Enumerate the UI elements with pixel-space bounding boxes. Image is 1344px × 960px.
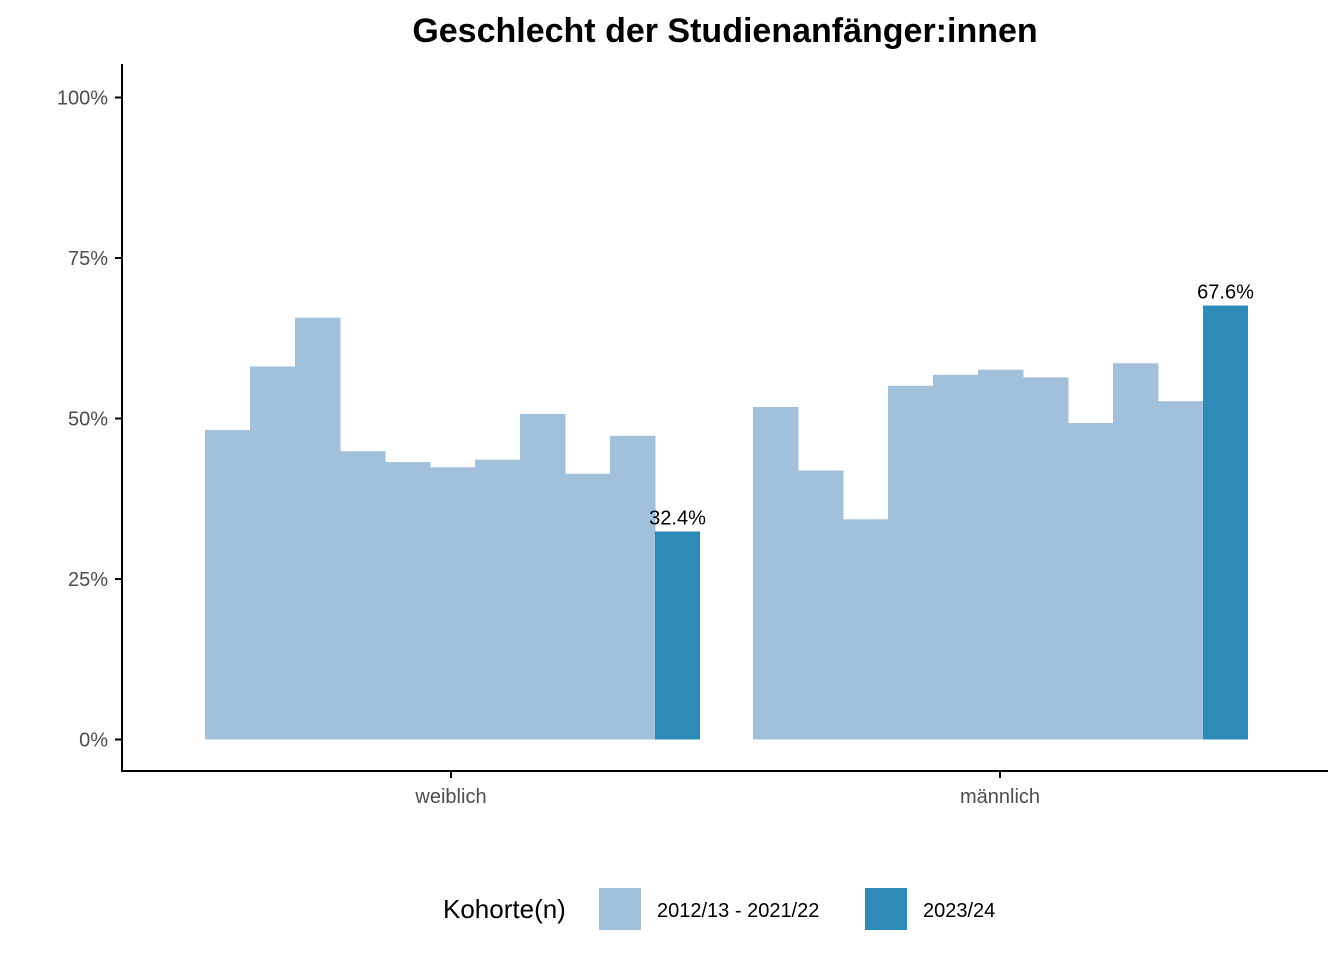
bars-layer xyxy=(205,305,1248,740)
y-tick-label: 100% xyxy=(57,88,108,110)
legend-swatch-current xyxy=(865,888,907,930)
bar-männlich-historic-8 xyxy=(1068,422,1114,740)
legend-swatch-historic xyxy=(599,888,641,930)
legend-label-historic: 2012/13 - 2021/22 xyxy=(657,900,819,922)
bar-männlich-current xyxy=(1203,305,1248,740)
legend-label-current: 2023/24 xyxy=(923,900,995,922)
legend-title: Kohorte(n) xyxy=(443,894,566,924)
x-axis-ticks: weiblich männlich xyxy=(414,771,1040,808)
y-tick-label: 25% xyxy=(68,569,108,591)
data-label-weiblich: 32.4% xyxy=(649,507,706,529)
y-axis-ticks: 0% 25% 50% 75% 100% xyxy=(57,88,122,752)
bar-männlich-historic-10 xyxy=(1158,401,1204,740)
y-tick-label: 50% xyxy=(68,409,108,431)
bar-männlich-historic-4 xyxy=(888,385,934,740)
bar-männlich-historic-3 xyxy=(843,519,889,740)
chart-title: Geschlecht der Studienanfänger:innen xyxy=(412,12,1037,50)
bar-weiblich-historic-2 xyxy=(250,366,296,740)
bar-männlich-historic-1 xyxy=(753,406,799,740)
bar-weiblich-current xyxy=(655,531,700,740)
legend: Kohorte(n) 2012/13 - 2021/22 2023/24 xyxy=(443,888,995,930)
bar-männlich-historic-7 xyxy=(1023,377,1069,740)
bar-männlich-historic-2 xyxy=(798,470,844,740)
y-tick-label: 75% xyxy=(68,248,108,270)
data-label-männlich: 67.6% xyxy=(1197,282,1254,304)
bar-weiblich-historic-7 xyxy=(475,459,521,740)
bar-weiblich-historic-1 xyxy=(205,430,251,740)
bar-weiblich-historic-5 xyxy=(385,462,431,740)
bar-männlich-historic-9 xyxy=(1113,363,1159,740)
bar-männlich-historic-5 xyxy=(933,374,979,740)
bar-männlich-historic-6 xyxy=(978,369,1024,740)
x-tick-label-weiblich: weiblich xyxy=(414,786,486,808)
bar-weiblich-historic-8 xyxy=(520,414,566,740)
bar-weiblich-historic-3 xyxy=(295,317,341,740)
bar-weiblich-historic-4 xyxy=(340,451,386,740)
data-labels-layer: 32.4% 67.6% xyxy=(649,282,1254,530)
x-tick-label-männlich: männlich xyxy=(960,786,1040,808)
bar-weiblich-historic-6 xyxy=(430,467,476,740)
bar-weiblich-historic-9 xyxy=(565,473,611,740)
y-tick-label: 0% xyxy=(79,730,108,752)
bar-weiblich-historic-10 xyxy=(610,435,656,740)
